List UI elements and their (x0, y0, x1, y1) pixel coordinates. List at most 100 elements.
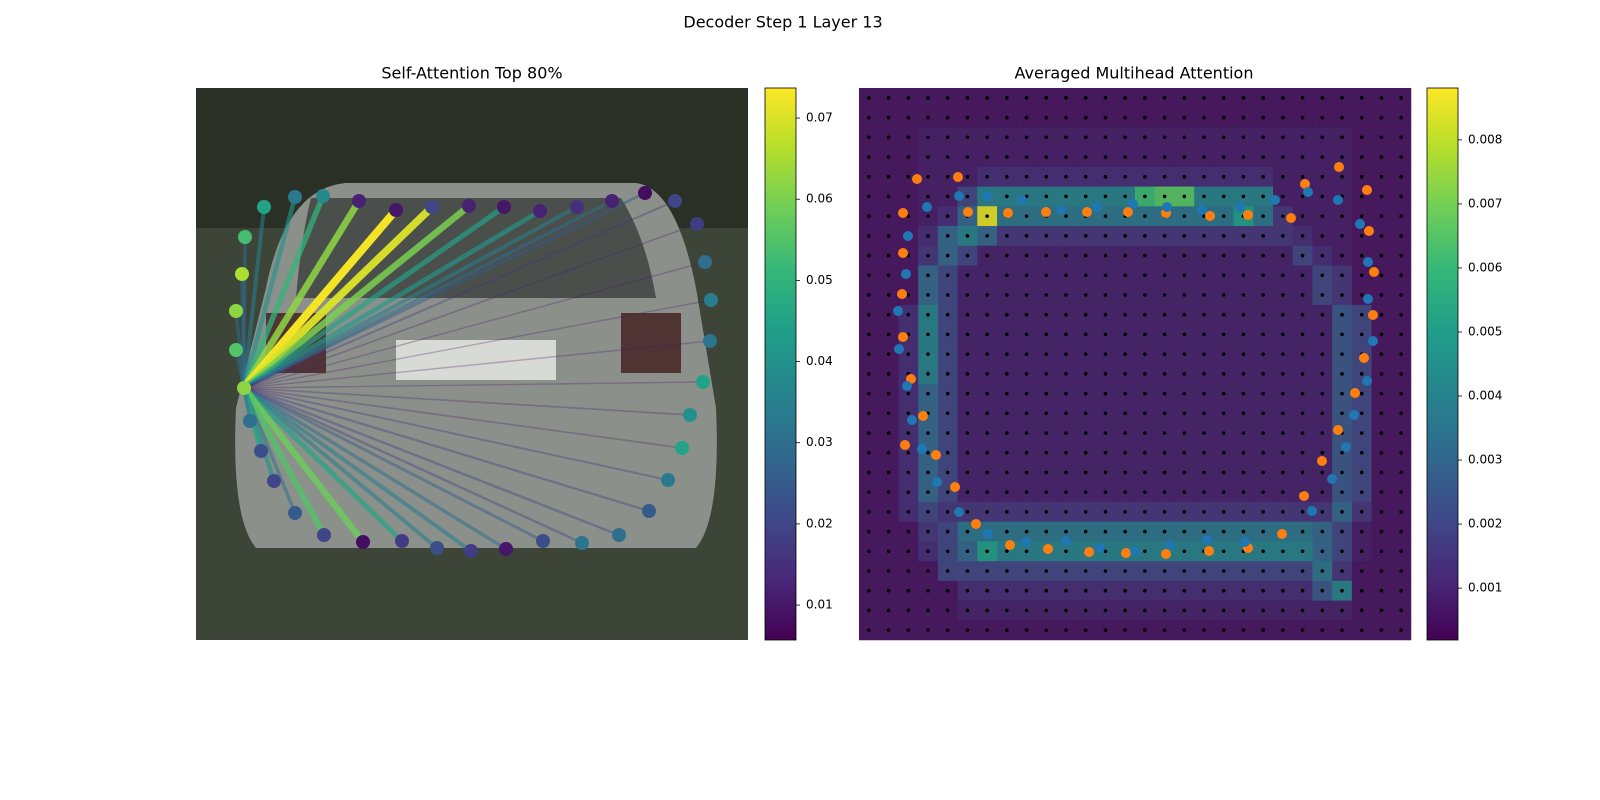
attention-edge (241, 194, 326, 390)
point (1369, 267, 1379, 277)
grid-point (1005, 174, 1009, 179)
point (243, 414, 257, 428)
grid-point (1379, 234, 1384, 238)
grid-point (1221, 411, 1226, 416)
point (425, 200, 439, 214)
grid-point (1320, 214, 1325, 218)
grid-point (945, 194, 950, 199)
grid-point (1281, 174, 1285, 179)
grid-point (1300, 529, 1305, 534)
grid-point (1359, 470, 1364, 475)
grid-point (1123, 431, 1127, 435)
grid-point (1103, 510, 1108, 514)
point (922, 202, 932, 212)
grid-point (1005, 155, 1009, 159)
point (675, 441, 689, 455)
grid-point (1399, 155, 1403, 159)
grid-point (886, 293, 891, 297)
grid-point (1202, 214, 1206, 218)
attention-edge (243, 386, 544, 543)
grid-point (867, 96, 871, 100)
point (316, 189, 330, 203)
grid-point (1241, 391, 1246, 396)
grid-point (1202, 96, 1206, 100)
grid-point (867, 431, 871, 435)
grid-point (1182, 411, 1187, 416)
attention-edge (241, 386, 327, 537)
grid-point (1399, 273, 1403, 278)
grid-point (906, 115, 911, 120)
grid-point (985, 431, 989, 435)
grid-point (1379, 510, 1384, 514)
grid-point (1083, 391, 1088, 396)
grid-point (1143, 431, 1147, 435)
point (1130, 546, 1140, 556)
grid-point (1064, 253, 1068, 258)
grid-point (1300, 352, 1305, 356)
grid-point (886, 549, 891, 554)
grid-point (945, 490, 950, 494)
grid-point (906, 194, 911, 199)
grid-point (1241, 352, 1246, 356)
point (900, 440, 910, 450)
grid-point (1143, 411, 1147, 416)
grid-point (1202, 588, 1206, 593)
grid-point (945, 569, 950, 573)
grid-point (1162, 155, 1167, 159)
grid-point (1024, 234, 1029, 238)
grid-point (985, 450, 989, 455)
grid-point (906, 450, 911, 455)
grid-point (1340, 214, 1344, 218)
grid-point (1221, 96, 1226, 100)
grid-point (1202, 194, 1206, 199)
grid-point (1399, 450, 1403, 455)
colorbar-tick-label: 0.03 (806, 435, 833, 449)
grid-point (1083, 588, 1088, 593)
grid-point (1005, 96, 1009, 100)
grid-point (886, 273, 891, 278)
grid-point (1143, 608, 1147, 613)
grid-point (1261, 549, 1265, 554)
grid-point (1044, 293, 1049, 297)
attention-edge (243, 381, 704, 389)
point (703, 334, 717, 348)
grid-point (1083, 273, 1088, 278)
grid-point (985, 332, 989, 337)
grid-point (1044, 273, 1049, 278)
grid-point (1202, 174, 1206, 179)
grid-point (1202, 470, 1206, 475)
grid-point (1182, 332, 1187, 337)
grid-point (1300, 214, 1305, 218)
grid-point (906, 312, 911, 317)
grid-point (926, 490, 930, 494)
grid-point (1103, 549, 1108, 554)
grid-point (1359, 431, 1364, 435)
grid-point (1083, 234, 1088, 238)
colorbar-tick-label: 0.007 (1468, 196, 1502, 210)
grid-point (1064, 352, 1068, 356)
point (235, 267, 249, 281)
grid-point (1064, 273, 1068, 278)
grid-point (1123, 352, 1127, 356)
grid-point (1044, 588, 1049, 593)
grid-point (945, 293, 950, 297)
grid-point (1320, 431, 1325, 435)
grid-point (965, 588, 970, 593)
grid-point (985, 628, 989, 632)
grid-point (1399, 174, 1403, 179)
grid-point (985, 312, 989, 317)
grid-point (1340, 253, 1344, 258)
grid-point (1221, 332, 1226, 337)
grid-point (1044, 96, 1049, 100)
grid-point (1202, 450, 1206, 455)
grid-point (886, 588, 891, 593)
grid-point (1005, 273, 1009, 278)
grid-point (1024, 96, 1029, 100)
grid-point (1103, 352, 1108, 356)
point (1349, 410, 1359, 420)
grid-point (1399, 490, 1403, 494)
grid-point (1123, 569, 1127, 573)
colorbar-tick-label: 0.001 (1468, 581, 1502, 595)
grid-point (945, 96, 950, 100)
grid-point (906, 391, 911, 396)
